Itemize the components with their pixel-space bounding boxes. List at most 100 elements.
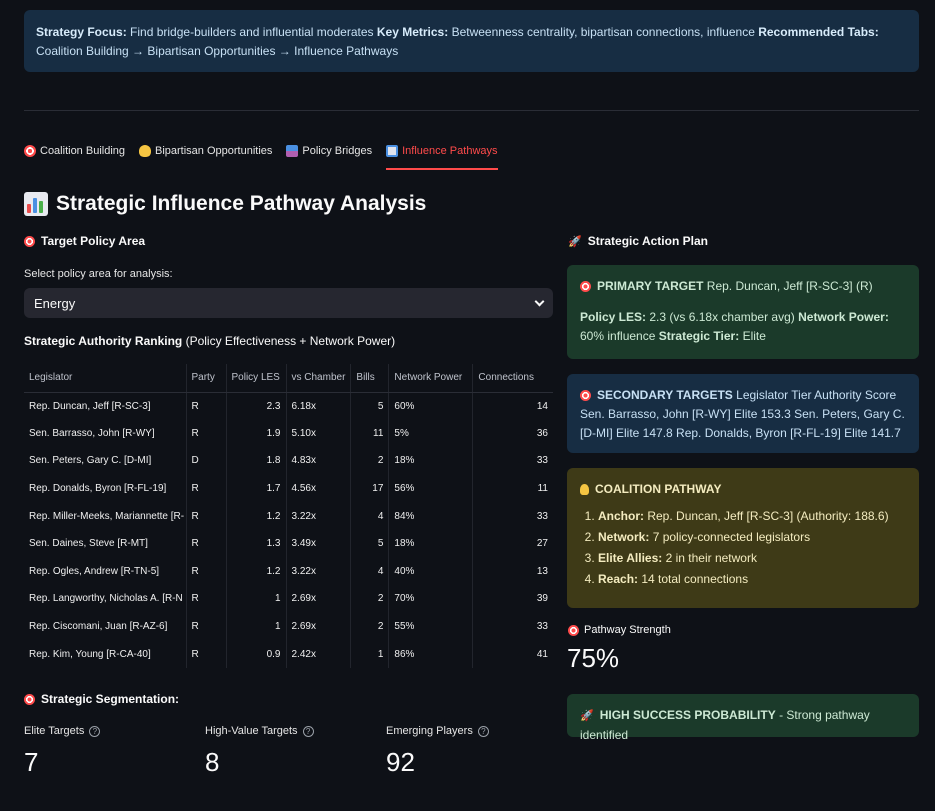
help-icon[interactable]: ? bbox=[89, 725, 101, 737]
help-icon[interactable]: ? bbox=[477, 725, 489, 737]
metric-label: Elite Targets bbox=[24, 725, 85, 737]
table-cell: 39 bbox=[536, 593, 548, 605]
table-row[interactable]: Rep. Miller-Meeks, Mariannette [R- R 1.2 3.… bbox=[24, 502, 553, 530]
table-row[interactable]: Sen. Barrasso, John [R-WY] R 1.9 5.10x 11 5% 3… bbox=[24, 419, 553, 448]
tab-label: Coalition Building bbox=[40, 145, 125, 157]
table-cell: 11 bbox=[350, 419, 390, 448]
table-cell: 14 bbox=[536, 400, 548, 412]
segmentation-text: Strategic Segmentation: bbox=[41, 692, 180, 706]
table-cell: R bbox=[186, 529, 227, 558]
table-cell: 1.3 bbox=[226, 529, 287, 558]
table-cell: Rep. Langworthy, Nicholas A. [R-N bbox=[24, 585, 187, 613]
list-item: Reach: 14 total connections bbox=[598, 570, 906, 591]
lightbulb-icon bbox=[580, 484, 589, 496]
table-cell: 33 bbox=[536, 621, 548, 633]
table-cell: Rep. Ogles, Andrew [R-TN-5] bbox=[24, 557, 187, 586]
target-icon bbox=[24, 235, 35, 247]
action-plan-heading: 🚀 Strategic Action Plan bbox=[568, 234, 708, 248]
table-cell: 1.9 bbox=[226, 419, 287, 448]
metric-value: 8 bbox=[205, 747, 220, 777]
table-row[interactable]: Rep. Duncan, Jeff [R-SC-3] R 2.3 6.18x 5 60% 1… bbox=[24, 392, 553, 420]
page-title-text: Strategic Influence Pathway Analysis bbox=[56, 192, 427, 215]
bar-chart-icon bbox=[386, 145, 399, 157]
list-item: Anchor: Rep. Duncan, Jeff [R-SC-3] (Auth… bbox=[598, 507, 906, 528]
metric-value: 92 bbox=[386, 747, 415, 777]
table-row[interactable]: Rep. Donalds, Byron [R-FL-19] R 1.7 4.56x 17… bbox=[24, 474, 553, 503]
column-header[interactable]: Connections bbox=[472, 364, 553, 393]
rocket-icon: 🚀 bbox=[568, 235, 582, 248]
table-cell: 60% bbox=[388, 392, 474, 420]
table-cell: 2.69x bbox=[286, 612, 352, 641]
table-cell: 41 bbox=[536, 648, 548, 660]
table-cell: 4.83x bbox=[286, 447, 352, 475]
table-row[interactable]: Sen. Daines, Steve [R-MT] R 1.3 3.49x 5 18% 27 bbox=[24, 529, 553, 558]
tab-label: Bipartisan Opportunities bbox=[155, 145, 273, 157]
tab-bipartisan-opportunities[interactable]: Bipartisan Opportunities bbox=[139, 140, 272, 170]
ranking-title: Strategic Authority Ranking (Policy Effe… bbox=[24, 334, 396, 348]
column-header[interactable]: Policy LES bbox=[226, 364, 287, 393]
table-row[interactable]: Sen. Peters, Gary C. [D-MI] D 1.8 4.83x 2 18%… bbox=[24, 447, 553, 475]
help-icon[interactable]: ? bbox=[302, 725, 314, 737]
metric-value: 7 bbox=[24, 747, 39, 777]
tab-label: Policy Bridges bbox=[302, 145, 373, 157]
metric-elite-targets: Elite Targets? 7 bbox=[24, 725, 101, 778]
table-cell: 4.56x bbox=[286, 474, 352, 503]
table-row[interactable]: Rep. Ciscomani, Juan [R-AZ-6] R 1 2.69x 2 55%… bbox=[24, 612, 553, 641]
coalition-list: Anchor: Rep. Duncan, Jeff [R-SC-3] (Auth… bbox=[598, 507, 906, 591]
table-cell: 1.2 bbox=[226, 502, 287, 530]
tab-coalition-building[interactable]: Coalition Building bbox=[24, 140, 125, 170]
table-cell: 2.69x bbox=[286, 585, 352, 613]
table-cell: 36 bbox=[536, 427, 548, 439]
table-cell: 3.22x bbox=[286, 557, 352, 586]
table-cell: 33 bbox=[536, 455, 548, 467]
pathway-strength-value: 75% bbox=[567, 643, 620, 673]
table-cell: 5 bbox=[350, 529, 390, 558]
table-cell: R bbox=[186, 502, 227, 530]
bridge-icon bbox=[286, 145, 299, 157]
table-cell: 1 bbox=[350, 640, 390, 668]
table-cell: 3.22x bbox=[286, 502, 352, 530]
target-policy-heading: Target Policy Area bbox=[24, 234, 145, 248]
policy-area-select[interactable]: Energy bbox=[24, 288, 553, 318]
page-title: Strategic Influence Pathway Analysis bbox=[24, 192, 426, 216]
table-header-row: Legislator Party Policy LES vs Chamber B… bbox=[24, 364, 553, 393]
table-cell: Rep. Duncan, Jeff [R-SC-3] bbox=[24, 392, 187, 420]
table-cell: 5.10x bbox=[286, 419, 352, 448]
column-header[interactable]: Legislator bbox=[24, 364, 187, 393]
tab-influence-pathways[interactable]: Influence Pathways bbox=[386, 140, 498, 170]
column-header[interactable]: Bills bbox=[350, 364, 390, 393]
table-cell: Rep. Miller-Meeks, Mariannette [R- bbox=[24, 502, 187, 530]
table-cell: 2 bbox=[350, 447, 390, 475]
table-row[interactable]: Rep. Ogles, Andrew [R-TN-5] R 1.2 3.22x 4 40%… bbox=[24, 557, 553, 586]
list-item: Elite Allies: 2 in their network bbox=[598, 549, 906, 570]
table-cell: 1 bbox=[226, 612, 287, 641]
table-cell: 4 bbox=[350, 557, 390, 586]
target-icon bbox=[568, 624, 579, 636]
success-probability-card: 🚀 HIGH SUCCESS PROBABILITY - Strong pathw… bbox=[567, 694, 919, 742]
heart-icon bbox=[139, 145, 151, 157]
table-cell: 2.42x bbox=[286, 640, 352, 668]
column-header[interactable]: vs Chamber bbox=[286, 364, 352, 393]
table-cell: Sen. Barrasso, John [R-WY] bbox=[24, 419, 187, 448]
table-cell: 5 bbox=[350, 392, 390, 420]
tab-policy-bridges[interactable]: Policy Bridges bbox=[286, 140, 372, 170]
pathway-strength-label: Pathway Strength bbox=[568, 624, 671, 636]
table-cell: 3.49x bbox=[286, 529, 352, 558]
target-icon bbox=[24, 145, 36, 157]
table-cell: 27 bbox=[536, 538, 548, 550]
metric-label: Emerging Players bbox=[386, 725, 473, 737]
table-row[interactable]: Rep. Kim, Young [R-CA-40] R 0.9 2.42x 1 86% 41 bbox=[24, 640, 553, 668]
authority-ranking-table[interactable]: Legislator Party Policy LES vs Chamber B… bbox=[24, 364, 553, 668]
table-cell: 70% bbox=[388, 585, 474, 613]
table-cell: Rep. Donalds, Byron [R-FL-19] bbox=[24, 474, 187, 503]
column-header[interactable]: Party bbox=[186, 364, 227, 393]
table-cell: 1.7 bbox=[226, 474, 287, 503]
column-header[interactable]: Network Power bbox=[388, 364, 474, 393]
metric-emerging-players: Emerging Players? 92 bbox=[386, 725, 489, 778]
table-cell: 5% bbox=[388, 419, 474, 448]
secondary-targets-card: SECONDARY TARGETS Legislator Tier Author… bbox=[567, 374, 919, 453]
primary-target-card: PRIMARY TARGET Rep. Duncan, Jeff [R-SC-3… bbox=[567, 265, 919, 359]
table-cell: 33 bbox=[536, 510, 548, 522]
table-cell: 4 bbox=[350, 502, 390, 530]
table-row[interactable]: Rep. Langworthy, Nicholas A. [R-N R 1 2.69x… bbox=[24, 585, 553, 613]
